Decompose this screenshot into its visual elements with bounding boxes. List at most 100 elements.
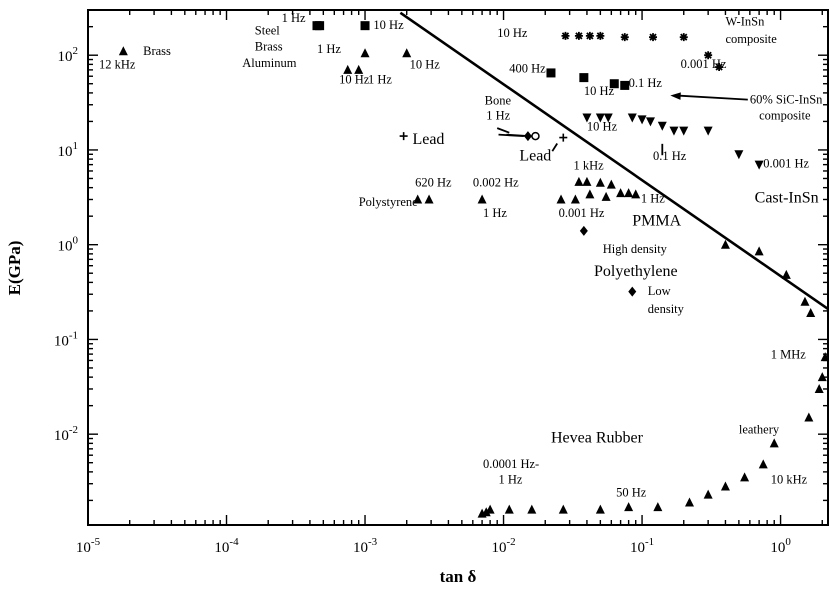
- triangle-point: [596, 178, 605, 187]
- plot-frame: [88, 10, 828, 525]
- x-tick-label: 10-2: [491, 536, 515, 556]
- leader-line: [497, 128, 509, 133]
- triangle-point: [574, 177, 583, 186]
- annotation-label: Brass: [255, 40, 283, 54]
- y-tick-label: 101: [58, 140, 79, 160]
- annotation-label: leathery: [739, 422, 780, 436]
- annotation-label: Steel: [255, 24, 281, 38]
- asterisk-point: [680, 33, 688, 41]
- annotation-label: 400 Hz: [509, 61, 546, 75]
- y-axis-title: E(GPa): [5, 241, 24, 296]
- annotation-label: Cast-InSn: [755, 189, 819, 206]
- triangle-point: [425, 194, 434, 203]
- triangle-point: [582, 177, 591, 186]
- triangle-point: [602, 192, 611, 201]
- triangle-point: [361, 48, 370, 57]
- x-axis-title: tan δ: [440, 567, 477, 586]
- data-points: [119, 21, 829, 517]
- annotation-label: 1 Hz: [368, 73, 392, 87]
- annotation-label: 0.001 Hz: [763, 157, 809, 171]
- triangle-point: [559, 505, 568, 514]
- triangle-point: [800, 297, 809, 306]
- annotation-label: 50 Hz: [616, 485, 647, 499]
- annotation-label: 10 kHz: [771, 473, 808, 487]
- annotation-label: Lead: [519, 148, 551, 165]
- annotation-label: Bone: [485, 94, 512, 108]
- diamond-point: [628, 287, 636, 297]
- y-tick-label: 100: [58, 235, 79, 255]
- annotation-label: W-InSn: [725, 15, 765, 29]
- axis-ticks: [88, 10, 828, 525]
- triangle-point: [616, 188, 625, 197]
- annotation-label: 0.0001 Hz-: [483, 457, 539, 471]
- annotation-label: 1 Hz: [483, 206, 507, 220]
- square-point: [361, 21, 370, 30]
- x-tick-label: 10-4: [214, 536, 239, 556]
- diamond-point: [580, 226, 588, 236]
- annotation-label: density: [648, 302, 685, 316]
- annotation-label: Low: [648, 284, 671, 298]
- triangle-point: [815, 384, 824, 393]
- triangle-point: [755, 246, 764, 255]
- x-tick-label: 10-1: [630, 536, 654, 556]
- triangle-point: [631, 189, 640, 198]
- inverted-triangle-point: [755, 161, 764, 170]
- annotation-label: 0.001 Hz: [559, 206, 605, 220]
- triangle-point: [770, 438, 779, 447]
- asterisk-point: [621, 33, 629, 41]
- square-point: [579, 73, 588, 82]
- inverted-triangle-point: [704, 127, 713, 136]
- inverted-triangle-point: [646, 117, 655, 126]
- triangle-point: [596, 505, 605, 514]
- annotation-label: 1 Hz: [486, 108, 510, 122]
- x-tick-label: 100: [770, 536, 791, 556]
- triangle-point: [624, 188, 633, 197]
- annotation-label: 10 Hz: [587, 120, 618, 134]
- plus-point: [559, 134, 567, 142]
- annotation-label: Polystyrene: [359, 195, 418, 209]
- triangle-point: [740, 472, 749, 481]
- triangle-point: [653, 502, 662, 511]
- y-tick-label: 102: [58, 45, 79, 65]
- annotation-label: PMMA: [632, 212, 681, 229]
- triangle-point: [782, 270, 791, 279]
- annotation-label: Hevea Rubber: [551, 429, 644, 446]
- triangle-point: [571, 194, 580, 203]
- annotation-label: 1 Hz: [499, 473, 523, 487]
- triangle-point: [585, 189, 594, 198]
- square-point: [546, 68, 555, 77]
- asterisk-point: [561, 32, 569, 40]
- annotation-label: 1 Hz: [282, 11, 306, 25]
- triangle-point: [478, 194, 487, 203]
- x-tick-label: 10-5: [76, 536, 101, 556]
- triangle-point: [804, 412, 813, 421]
- annotation-label: 1 kHz: [574, 159, 605, 173]
- annotation-label: 0.001 Hz: [681, 57, 727, 71]
- annotation-label: 10 Hz: [584, 84, 615, 98]
- annotation-label: 1 MHz: [771, 347, 807, 361]
- leader-line: [552, 143, 557, 151]
- annotation-label: Polyethylene: [594, 263, 678, 280]
- annotation-label: 10 Hz: [410, 58, 441, 72]
- square-point: [315, 21, 324, 30]
- triangle-point: [685, 498, 694, 507]
- inverted-triangle-point: [679, 127, 688, 136]
- y-tick-label: 10-2: [54, 424, 78, 444]
- annotation-label: 620 Hz: [415, 176, 452, 190]
- triangle-point: [806, 308, 815, 317]
- triangle-point: [704, 490, 713, 499]
- triangle-point: [119, 46, 128, 55]
- leader-line: [677, 96, 747, 100]
- annotation-label: 0.002 Hz: [473, 176, 519, 190]
- triangle-point: [624, 502, 633, 511]
- annotation-label: 10 Hz: [373, 18, 404, 32]
- annotation-label: 0.1 Hz: [629, 76, 663, 90]
- annotation-label: Lead: [412, 131, 444, 148]
- y-tick-label: 10-1: [54, 329, 78, 349]
- annotation-label: High density: [603, 242, 668, 256]
- inverted-triangle-point: [669, 127, 678, 136]
- annotation-label: 60% SiC-InSn: [750, 92, 823, 106]
- annotation-label: 1 Hz: [317, 42, 341, 56]
